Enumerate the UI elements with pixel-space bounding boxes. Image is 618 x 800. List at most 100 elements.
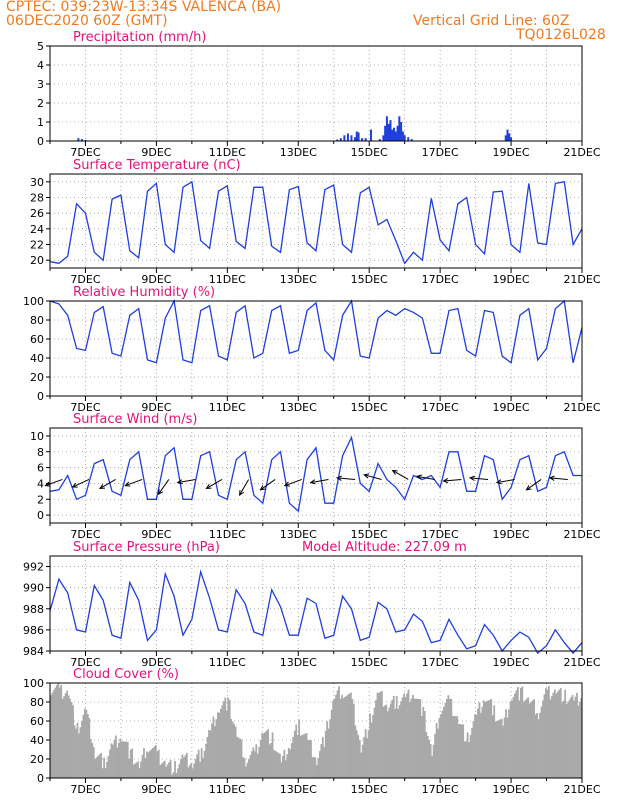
cloud-bar bbox=[212, 716, 215, 778]
cloud-bar bbox=[372, 715, 374, 778]
x-tick-label: 19DEC bbox=[493, 146, 530, 159]
cloud-bar bbox=[493, 705, 496, 778]
cloud-bar bbox=[110, 743, 113, 778]
cloud-bar bbox=[143, 748, 145, 778]
x-tick-label: 9DEC bbox=[141, 528, 171, 541]
cloud-bar bbox=[172, 772, 175, 778]
cloud-bar bbox=[240, 739, 243, 778]
cloud-bar bbox=[357, 735, 360, 778]
cloud-bar bbox=[556, 691, 559, 778]
cloud-bar bbox=[101, 768, 104, 778]
grid-note: Vertical Grid Line: 60Z bbox=[413, 13, 570, 29]
cloud-bar bbox=[524, 700, 527, 778]
cloud-bar bbox=[345, 695, 348, 778]
x-tick-label: 19DEC bbox=[493, 273, 530, 286]
cloud-bar bbox=[570, 697, 572, 778]
cloud-bar bbox=[477, 708, 479, 778]
cloud-bar bbox=[367, 730, 370, 778]
cloud-bar bbox=[400, 701, 403, 778]
cloud-bar bbox=[138, 768, 141, 778]
cloud-bar bbox=[480, 712, 482, 778]
cloud-bar bbox=[338, 686, 340, 778]
cloud-bar bbox=[431, 755, 434, 778]
cloud-bar bbox=[336, 690, 339, 778]
cloud-bar bbox=[576, 692, 578, 778]
cloud-bar bbox=[85, 709, 88, 778]
cloud-bar bbox=[564, 689, 567, 778]
cloud-bar bbox=[324, 730, 327, 778]
cloud-bar bbox=[496, 720, 499, 778]
cloud-bar bbox=[545, 688, 547, 778]
y-tick-label: 4 bbox=[37, 59, 44, 72]
cloud-bar bbox=[447, 695, 450, 778]
cloud-bar bbox=[434, 733, 436, 778]
cloud-bar bbox=[511, 700, 513, 778]
cloud-bar bbox=[214, 726, 216, 778]
cloud-bar bbox=[274, 750, 277, 778]
cloud-bar bbox=[107, 755, 110, 778]
x-tick-label: 15DEC bbox=[351, 528, 388, 541]
cloud-bar bbox=[97, 755, 100, 778]
y-tick-label: 0 bbox=[37, 390, 44, 403]
x-tick-label: 7DEC bbox=[70, 401, 100, 414]
x-tick-label: 19DEC bbox=[493, 401, 530, 414]
cloud-bar bbox=[360, 752, 363, 778]
wind-arrow-head bbox=[468, 475, 475, 481]
cloud-bar bbox=[276, 751, 278, 778]
precip-bar bbox=[389, 120, 392, 141]
cloud-bar bbox=[216, 712, 219, 778]
precip-bar bbox=[393, 127, 396, 141]
plot-frame bbox=[49, 555, 583, 652]
cloud-bar bbox=[485, 701, 488, 778]
x-tick-label: 21DEC bbox=[563, 656, 600, 669]
x-tick-label: 17DEC bbox=[422, 146, 459, 159]
cloud-bar bbox=[289, 749, 292, 778]
series-line bbox=[49, 298, 583, 364]
wind-arrow bbox=[526, 479, 542, 491]
cloud-bar bbox=[219, 708, 222, 778]
x-tick-label: 13DEC bbox=[280, 528, 317, 541]
cloud-bar bbox=[206, 736, 209, 778]
run-date: 06DEC2020 60Z (GMT) bbox=[6, 13, 168, 29]
cloud-bar bbox=[519, 687, 522, 778]
cloud-bar bbox=[78, 733, 80, 778]
x-tick-label: 19DEC bbox=[493, 656, 530, 669]
y-tick-label: 22 bbox=[30, 239, 44, 252]
cloud-bar bbox=[428, 740, 431, 778]
wind-arrow bbox=[443, 478, 462, 482]
x-tick-label: 7DEC bbox=[70, 783, 100, 796]
cloud-bar bbox=[401, 697, 404, 778]
cloud-bar bbox=[271, 732, 274, 778]
cloud-bar bbox=[502, 725, 504, 778]
x-tick-label: 9DEC bbox=[141, 401, 171, 414]
cloud-bar bbox=[55, 685, 58, 778]
station-info: CPTEC: 039:23W-13:34S VALENCA (BA) bbox=[6, 0, 282, 15]
cloud-bar bbox=[166, 764, 169, 778]
cloud-bar bbox=[149, 750, 151, 778]
y-tick-label: 40 bbox=[30, 734, 44, 747]
cloud-bar bbox=[100, 752, 103, 778]
y-tick-label: 992 bbox=[23, 561, 44, 574]
cloud-bar bbox=[137, 761, 139, 778]
cloud-bar bbox=[61, 698, 64, 778]
cloud-bar bbox=[159, 765, 162, 778]
y-tick-label: 30 bbox=[30, 176, 44, 189]
cloud-bar bbox=[58, 687, 61, 778]
y-tick-label: 2 bbox=[37, 97, 44, 110]
cloud-bar bbox=[233, 724, 236, 778]
cloud-bar bbox=[449, 698, 451, 778]
panel-title: Precipitation (mm/h) bbox=[73, 30, 206, 45]
cloud-bar bbox=[528, 703, 531, 778]
cloud-bar bbox=[255, 744, 258, 778]
cloud-bar bbox=[318, 751, 321, 778]
cloud-bar bbox=[332, 700, 335, 778]
plot-frame bbox=[49, 682, 583, 779]
cloud-bar bbox=[379, 691, 382, 778]
cloud-bar bbox=[218, 712, 221, 778]
precip-bar bbox=[504, 135, 507, 141]
y-tick-label: 24 bbox=[30, 223, 44, 236]
x-tick-label: 21DEC bbox=[563, 528, 600, 541]
cloud-bar bbox=[406, 693, 408, 778]
cloud-bar bbox=[86, 714, 89, 778]
cloud-bar bbox=[465, 741, 468, 778]
